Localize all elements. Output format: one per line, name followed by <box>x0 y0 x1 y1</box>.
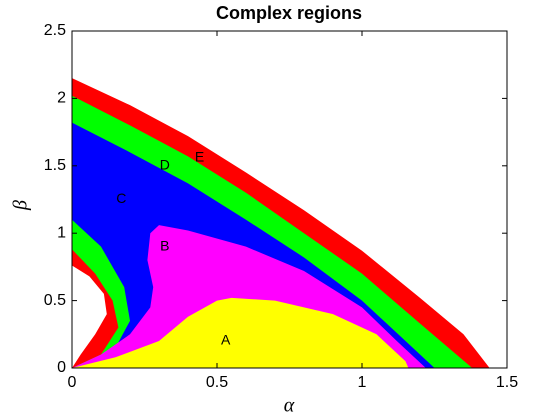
chart-title: Complex regions <box>216 3 362 23</box>
annotation: D <box>160 157 170 173</box>
annotation: A <box>221 332 231 348</box>
annotation: E <box>195 148 204 164</box>
x-tick-label: 0 <box>68 374 77 391</box>
x-tick-label: 0.5 <box>206 374 228 391</box>
annotation: C <box>116 190 126 206</box>
y-tick-label: 1.5 <box>44 157 66 174</box>
x-tick-label: 1.5 <box>496 374 518 391</box>
y-tick-label: 2.5 <box>44 22 66 39</box>
x-tick-label: 1 <box>358 374 367 391</box>
annotation: B <box>160 237 169 253</box>
region <box>72 297 409 368</box>
plot-frame <box>71 30 508 369</box>
y-tick-label: 2 <box>57 90 66 107</box>
y-tick-label: 1 <box>57 224 66 241</box>
x-axis-label: α <box>284 395 295 417</box>
y-tick-label: 0 <box>57 359 66 376</box>
y-axis-label: β <box>10 200 32 211</box>
y-tick-label: 0.5 <box>44 292 66 309</box>
